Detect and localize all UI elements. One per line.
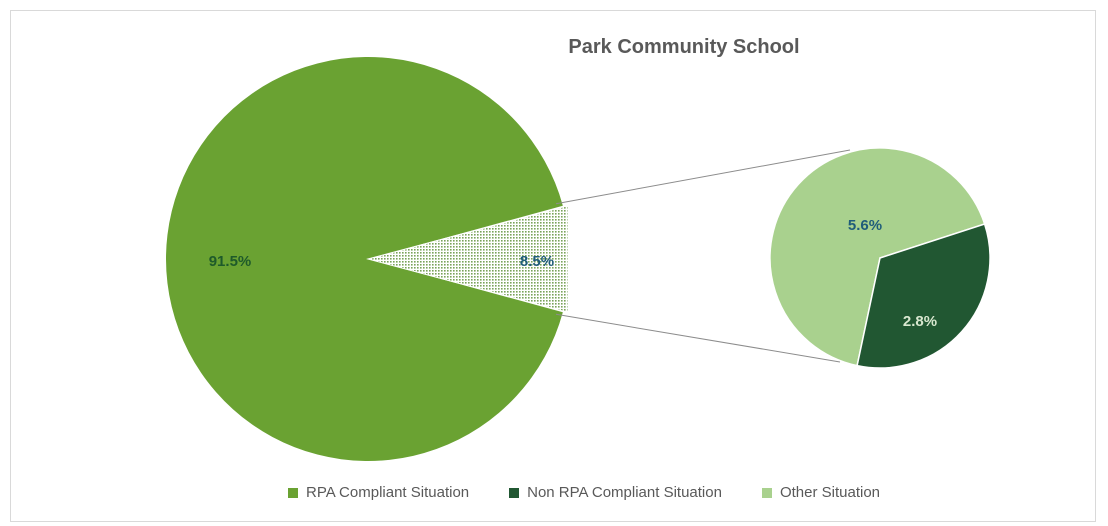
legend-swatch: [761, 487, 772, 498]
chart-title: Park Community School: [568, 36, 800, 58]
data-label-other: 8.5%: [520, 253, 554, 270]
pie-slice-other: [366, 205, 569, 313]
data-label-other-situation: 5.6%: [848, 217, 882, 234]
legend-swatch: [509, 487, 520, 498]
chart-legend: RPA Compliant Situation Non RPA Complian…: [0, 484, 1108, 501]
legend-item-other: Other Situation: [761, 484, 881, 501]
legend-item-non-rpa-compliant: Non RPA Compliant Situation: [509, 484, 722, 501]
pie-slice-non-rpa-compliant: [856, 223, 991, 369]
pie-slice-other-situation: [769, 147, 986, 367]
data-label-rpa-compliant: 91.5%: [209, 253, 252, 270]
legend-swatch: [287, 487, 298, 498]
legend-label: Other Situation: [779, 484, 881, 501]
connector-line-bottom: [555, 313, 841, 363]
legend-label: Non RPA Compliant Situation: [527, 484, 722, 501]
data-label-non-rpa-compliant: 2.8%: [903, 313, 937, 330]
connector-line-top: [555, 149, 851, 205]
legend-label: RPA Compliant Situation: [305, 484, 470, 501]
legend-item-rpa-compliant: RPA Compliant Situation: [287, 484, 470, 501]
pie-slice-rpa-compliant: [165, 56, 563, 461]
